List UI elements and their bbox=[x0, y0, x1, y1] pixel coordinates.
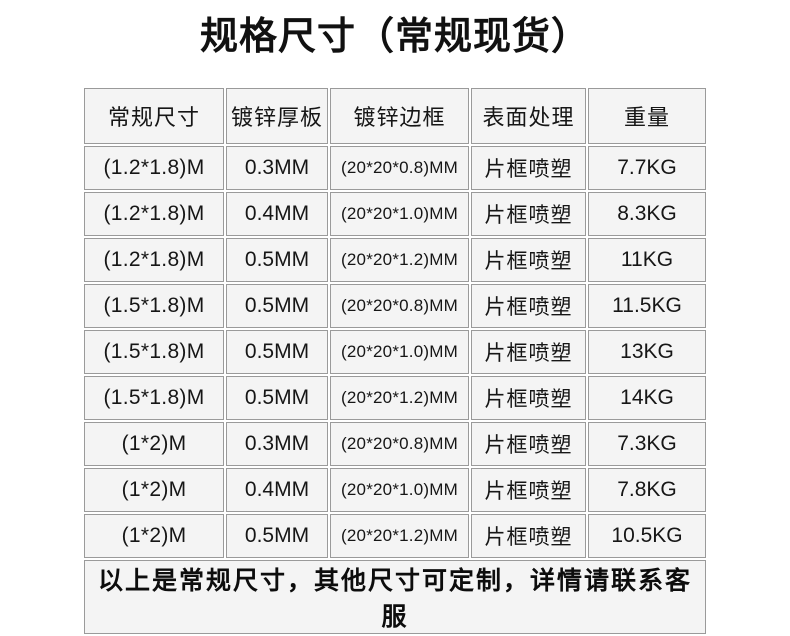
cell-frame: (20*20*1.0)MM bbox=[330, 468, 469, 512]
column-header-size: 常规尺寸 bbox=[84, 88, 224, 144]
column-header-weight: 重量 bbox=[588, 88, 706, 144]
cell-surface: 片框喷塑 bbox=[471, 284, 586, 328]
cell-plate: 0.4MM bbox=[226, 468, 328, 512]
cell-weight: 7.8KG bbox=[588, 468, 706, 512]
cell-surface: 片框喷塑 bbox=[471, 514, 586, 558]
spec-sheet-page: 规格尺寸（常规现货） 常规尺寸 镀锌厚板 镀锌边框 表面处理 重量 (1.2*1… bbox=[84, 16, 706, 634]
cell-weight: 7.3KG bbox=[588, 422, 706, 466]
column-header-plate: 镀锌厚板 bbox=[226, 88, 328, 144]
cell-size: (1.5*1.8)M bbox=[84, 330, 224, 374]
cell-weight: 11.5KG bbox=[588, 284, 706, 328]
cell-size: (1.2*1.8)M bbox=[84, 238, 224, 282]
table-row: (1.2*1.8)M 0.4MM (20*20*1.0)MM 片框喷塑 8.3K… bbox=[84, 192, 706, 236]
specification-table: 常规尺寸 镀锌厚板 镀锌边框 表面处理 重量 (1.2*1.8)M 0.3MM … bbox=[82, 86, 708, 636]
cell-plate: 0.5MM bbox=[226, 284, 328, 328]
cell-frame: (20*20*1.0)MM bbox=[330, 192, 469, 236]
cell-weight: 10.5KG bbox=[588, 514, 706, 558]
table-footer: 以上是常规尺寸，其他尺寸可定制，详情请联系客服 bbox=[84, 560, 706, 634]
cell-size: (1*2)M bbox=[84, 468, 224, 512]
table-footer-row: 以上是常规尺寸，其他尺寸可定制，详情请联系客服 bbox=[84, 560, 706, 634]
cell-plate: 0.3MM bbox=[226, 422, 328, 466]
table-row: (1*2)M 0.5MM (20*20*1.2)MM 片框喷塑 10.5KG bbox=[84, 514, 706, 558]
column-header-frame: 镀锌边框 bbox=[330, 88, 469, 144]
cell-size: (1*2)M bbox=[84, 422, 224, 466]
footer-note: 以上是常规尺寸，其他尺寸可定制，详情请联系客服 bbox=[84, 560, 706, 634]
cell-frame: (20*20*0.8)MM bbox=[330, 284, 469, 328]
cell-frame: (20*20*0.8)MM bbox=[330, 422, 469, 466]
page-title: 规格尺寸（常规现货） bbox=[199, 16, 590, 58]
table-row: (1*2)M 0.3MM (20*20*0.8)MM 片框喷塑 7.3KG bbox=[84, 422, 706, 466]
cell-weight: 14KG bbox=[588, 376, 706, 420]
cell-plate: 0.3MM bbox=[226, 146, 328, 190]
table-header: 常规尺寸 镀锌厚板 镀锌边框 表面处理 重量 bbox=[84, 88, 706, 144]
table-row: (1.2*1.8)M 0.5MM (20*20*1.2)MM 片框喷塑 11KG bbox=[84, 238, 706, 282]
cell-frame: (20*20*1.2)MM bbox=[330, 514, 469, 558]
cell-size: (1.2*1.8)M bbox=[84, 146, 224, 190]
cell-surface: 片框喷塑 bbox=[471, 192, 586, 236]
cell-plate: 0.5MM bbox=[226, 330, 328, 374]
table-row: (1.5*1.8)M 0.5MM (20*20*1.0)MM 片框喷塑 13KG bbox=[84, 330, 706, 374]
cell-weight: 11KG bbox=[588, 238, 706, 282]
cell-frame: (20*20*1.0)MM bbox=[330, 330, 469, 374]
cell-surface: 片框喷塑 bbox=[471, 146, 586, 190]
cell-plate: 0.5MM bbox=[226, 238, 328, 282]
table-row: (1.5*1.8)M 0.5MM (20*20*0.8)MM 片框喷塑 11.5… bbox=[84, 284, 706, 328]
column-header-surface: 表面处理 bbox=[471, 88, 586, 144]
cell-weight: 8.3KG bbox=[588, 192, 706, 236]
cell-size: (1.5*1.8)M bbox=[84, 284, 224, 328]
table-row: (1.5*1.8)M 0.5MM (20*20*1.2)MM 片框喷塑 14KG bbox=[84, 376, 706, 420]
cell-weight: 7.7KG bbox=[588, 146, 706, 190]
table-header-row: 常规尺寸 镀锌厚板 镀锌边框 表面处理 重量 bbox=[84, 88, 706, 144]
cell-surface: 片框喷塑 bbox=[471, 330, 586, 374]
table-row: (1*2)M 0.4MM (20*20*1.0)MM 片框喷塑 7.8KG bbox=[84, 468, 706, 512]
cell-size: (1.5*1.8)M bbox=[84, 376, 224, 420]
cell-frame: (20*20*0.8)MM bbox=[330, 146, 469, 190]
cell-size: (1*2)M bbox=[84, 514, 224, 558]
cell-frame: (20*20*1.2)MM bbox=[330, 238, 469, 282]
cell-surface: 片框喷塑 bbox=[471, 468, 586, 512]
cell-weight: 13KG bbox=[588, 330, 706, 374]
cell-surface: 片框喷塑 bbox=[471, 422, 586, 466]
cell-plate: 0.4MM bbox=[226, 192, 328, 236]
table-row: (1.2*1.8)M 0.3MM (20*20*0.8)MM 片框喷塑 7.7K… bbox=[84, 146, 706, 190]
cell-plate: 0.5MM bbox=[226, 376, 328, 420]
cell-size: (1.2*1.8)M bbox=[84, 192, 224, 236]
cell-surface: 片框喷塑 bbox=[471, 376, 586, 420]
cell-frame: (20*20*1.2)MM bbox=[330, 376, 469, 420]
cell-surface: 片框喷塑 bbox=[471, 238, 586, 282]
cell-plate: 0.5MM bbox=[226, 514, 328, 558]
table-body: (1.2*1.8)M 0.3MM (20*20*0.8)MM 片框喷塑 7.7K… bbox=[84, 146, 706, 558]
